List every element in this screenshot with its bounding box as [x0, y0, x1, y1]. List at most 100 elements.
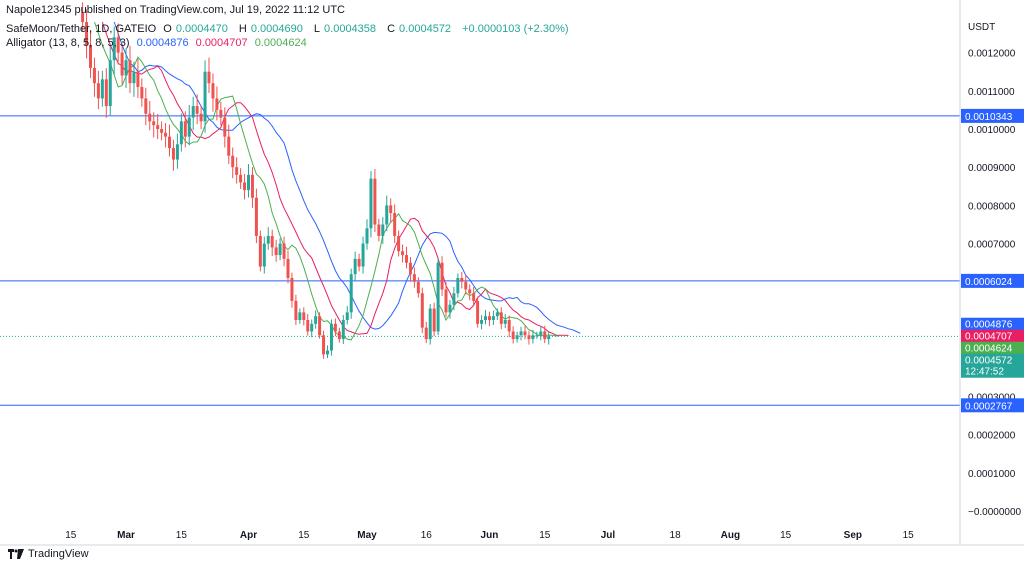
x-tick-label: Jun [481, 530, 499, 541]
indicator-price-tag [961, 329, 1024, 343]
candle-body [487, 316, 491, 320]
candle-body [353, 258, 357, 275]
candle-body [223, 117, 227, 137]
candle-body [373, 178, 377, 225]
ohlc-low: L 0.0004358 [313, 23, 377, 35]
candle-body [464, 281, 468, 290]
candle-body [547, 336, 551, 340]
candle-body [476, 300, 480, 324]
candle-body [124, 60, 128, 76]
candle-body [302, 312, 306, 320]
candle-body [164, 132, 168, 137]
level-price-label: 0.0006024 [965, 277, 1013, 288]
candle-body [480, 320, 484, 324]
candle-body [282, 243, 286, 259]
x-tick-label: Apr [240, 530, 257, 541]
candle-body [322, 335, 326, 355]
candle-body [511, 331, 515, 340]
candle-body [377, 224, 381, 236]
candle-body [310, 323, 314, 332]
candle-body [381, 224, 385, 236]
candle-body [448, 304, 452, 313]
indicator-price-tag [961, 341, 1024, 355]
candle-body [191, 106, 195, 118]
candle-body [337, 331, 341, 340]
candle-body [420, 293, 424, 328]
candle-body [491, 316, 495, 320]
candle-body [365, 228, 369, 244]
y-tick-label: 0.0009000 [968, 163, 1016, 174]
candle-body [250, 174, 254, 198]
level-price-label: 0.0002767 [965, 401, 1013, 412]
y-tick-label: −0.0000000 [968, 507, 1022, 518]
candle-body [507, 320, 511, 332]
candle-body [495, 312, 499, 317]
candle-body [412, 274, 416, 282]
candle-body [499, 312, 503, 324]
candle-body [262, 243, 266, 267]
candle-body [444, 289, 448, 313]
last-price-label: 0.0004572 [965, 356, 1013, 367]
y-tick-label: 0.0002000 [968, 431, 1016, 442]
x-tick-label: 15 [65, 530, 77, 541]
candle-body [171, 148, 175, 160]
candle-body [318, 316, 322, 336]
candle-body [326, 350, 329, 355]
alligator-lips-line [94, 21, 561, 341]
x-tick-label: 15 [539, 530, 551, 541]
tradingview-footer: TradingView [8, 548, 89, 560]
candle-body [539, 331, 543, 336]
last-price-tag [961, 353, 1024, 378]
alligator-indicator [94, 21, 581, 341]
level-price-tag [961, 398, 1024, 413]
candle-body [274, 247, 278, 256]
y-tick-label: 0.0008000 [968, 201, 1016, 212]
candle-body [408, 262, 412, 275]
candle-body [294, 300, 298, 320]
candle-body [89, 44, 92, 68]
candle-body [401, 251, 405, 256]
candle-body [247, 174, 250, 191]
candle-body [484, 316, 487, 320]
candle-body [349, 274, 353, 313]
candle-body [523, 331, 527, 336]
ohlc-change: +0.0000103 (+2.30%) [462, 23, 569, 35]
candle-body [389, 205, 393, 214]
candle-body [278, 243, 282, 256]
x-tick-label: May [357, 530, 377, 541]
candle-body [199, 113, 203, 122]
x-tick-label: Sep [844, 530, 862, 541]
x-tick-label: Mar [117, 530, 135, 541]
candle-body [207, 71, 211, 84]
level-price-label: 0.0010343 [965, 112, 1013, 123]
level-price-tag [961, 108, 1024, 123]
candle-body [120, 52, 124, 76]
candle-body [116, 37, 120, 53]
candle-body [92, 67, 96, 84]
candle-body [345, 312, 349, 320]
bar-countdown-label: 12:47:52 [965, 367, 1004, 378]
candlesticks [81, 2, 551, 359]
candle-body [258, 235, 262, 267]
ohlc-close: C 0.0004572 [387, 23, 452, 35]
candle-body [179, 121, 183, 145]
candle-body [460, 277, 464, 282]
y-tick-label: 0.0010000 [968, 125, 1016, 136]
candle-body [104, 79, 108, 107]
candle-body [424, 327, 428, 340]
candle-body [357, 258, 361, 267]
candle-body [440, 262, 444, 290]
candle-body [393, 213, 397, 236]
ohlc-high: H 0.0004690 [238, 23, 303, 35]
tradingview-brand: TradingView [28, 548, 89, 560]
candle-body [156, 125, 160, 129]
candle-body [187, 117, 191, 137]
candle-body [405, 255, 408, 263]
candle-body [472, 293, 476, 301]
candle-body [112, 37, 116, 61]
candle-body [270, 235, 274, 248]
tradingview-logo-icon [8, 549, 24, 559]
y-tick-label: 0.0003000 [968, 392, 1016, 403]
candle-body [96, 83, 100, 99]
